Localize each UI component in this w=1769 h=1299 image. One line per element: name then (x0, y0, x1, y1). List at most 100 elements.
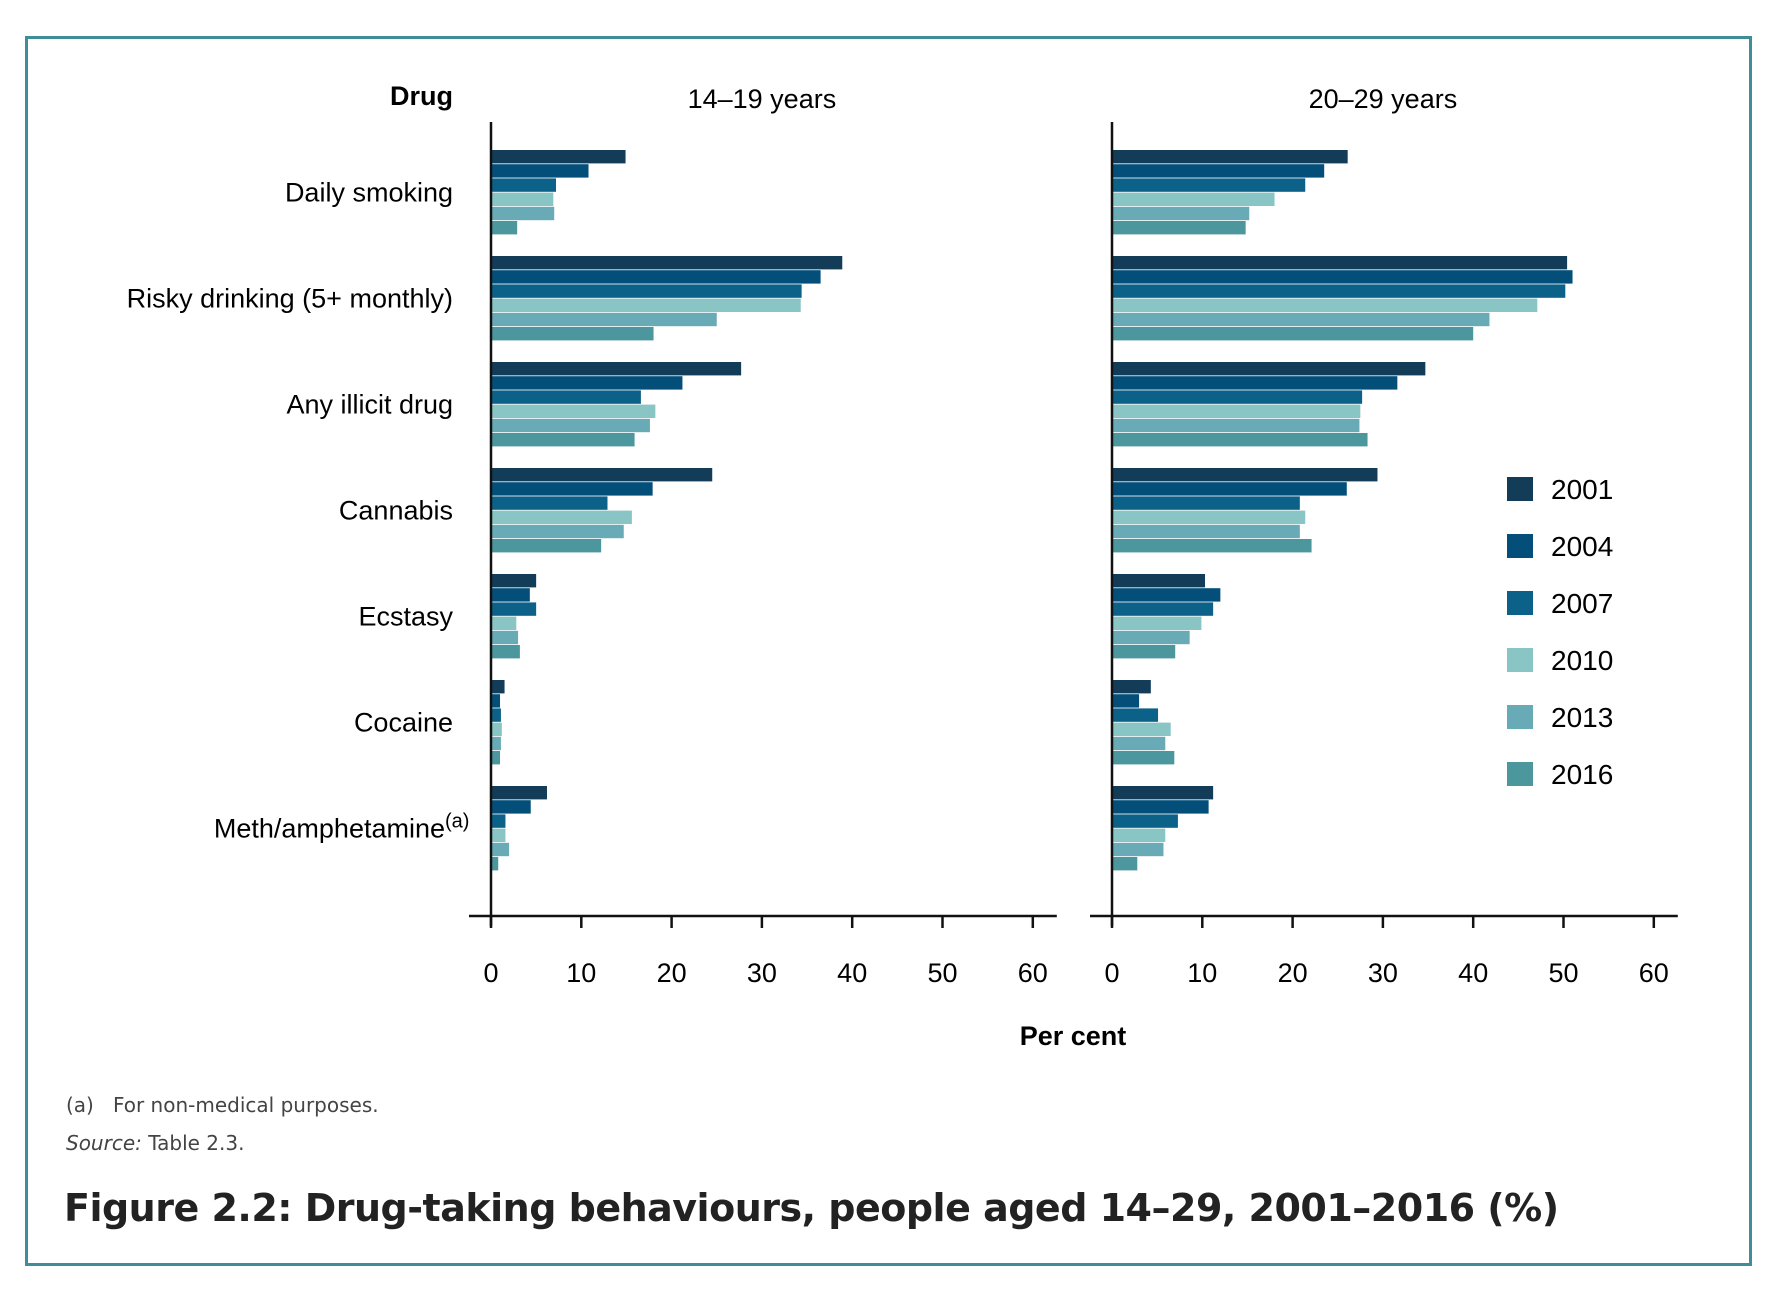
bar-2013 (491, 736, 501, 751)
legend-swatch-2013 (1507, 705, 1533, 729)
x-tick-label: 0 (483, 958, 498, 988)
legend-swatch-2004 (1507, 534, 1533, 558)
bar-2004 (1112, 694, 1140, 708)
bar-2013 (491, 842, 510, 857)
bar-2004 (491, 270, 821, 284)
legend-swatch-2010 (1507, 648, 1533, 672)
bar-2010 (1112, 828, 1166, 842)
x-tick-label: 10 (566, 958, 596, 988)
bar-2007 (491, 178, 557, 192)
x-tick-label: 50 (927, 958, 957, 988)
bar-2004 (1112, 164, 1325, 178)
bar-2013 (1112, 736, 1166, 751)
bar-2001 (491, 680, 505, 694)
bar-2001 (1112, 680, 1151, 694)
bar-2001 (1112, 574, 1206, 588)
category-label: Any illicit drug (286, 390, 453, 420)
bar-2016 (1112, 751, 1175, 765)
category-label: Ecstasy (358, 602, 453, 632)
bar-2004 (491, 482, 653, 496)
figure-frame (25, 36, 1752, 1266)
bar-2016 (491, 751, 501, 765)
bar-2010 (491, 404, 656, 418)
x-tick-label: 20 (657, 958, 687, 988)
source-note: Source: Table 2.3. (66, 1131, 244, 1155)
bar-2004 (491, 588, 530, 602)
bar-2007 (491, 602, 537, 616)
bar-2010 (1112, 298, 1538, 312)
bar-2016 (491, 221, 518, 235)
bar-2001 (491, 574, 537, 588)
x-tick-label: 20 (1278, 958, 1308, 988)
bar-2007 (491, 814, 506, 828)
bar-2007 (491, 284, 802, 298)
bar-2016 (1112, 857, 1138, 871)
category-label: Cocaine (354, 708, 453, 738)
x-tick-label: 30 (747, 958, 777, 988)
bar-2013 (491, 206, 555, 221)
bar-2007 (1112, 496, 1300, 510)
bar-2010 (491, 192, 554, 206)
legend-label: 2001 (1551, 474, 1613, 505)
footnote-marker: (a) (66, 1093, 94, 1117)
legend-swatch-2001 (1507, 477, 1533, 501)
bar-2001 (491, 362, 742, 376)
bar-2007 (1112, 178, 1306, 192)
bar-2013 (1112, 842, 1164, 857)
bar-2016 (491, 857, 499, 871)
bar-2001 (1112, 362, 1426, 376)
bar-2004 (491, 164, 589, 178)
x-tick-label: 60 (1639, 958, 1669, 988)
x-tick-label: 60 (1018, 958, 1048, 988)
legend-label: 2007 (1551, 588, 1613, 619)
bar-2010 (1112, 616, 1202, 630)
figure-title: Figure 2.2: Drug-taking behaviours, peop… (64, 1186, 1559, 1230)
bar-2004 (1112, 588, 1221, 602)
bar-2004 (491, 376, 683, 390)
bar-2010 (1112, 722, 1171, 736)
bar-2001 (491, 786, 547, 800)
legend-label: 2016 (1551, 759, 1613, 790)
footnote-text: For non-medical purposes. (112, 1093, 379, 1117)
footnote-a: (a) For non-medical purposes. (66, 1093, 379, 1117)
bar-2004 (1112, 376, 1398, 390)
bar-2016 (1112, 645, 1176, 659)
bar-2016 (491, 327, 654, 341)
bar-2007 (491, 708, 501, 722)
bar-2013 (491, 524, 624, 539)
x-tick-label: 0 (1104, 958, 1119, 988)
bar-2004 (1112, 482, 1347, 496)
bar-2004 (491, 694, 501, 708)
panel-title: 14–19 years (688, 84, 837, 114)
legend-label: 2004 (1551, 531, 1613, 562)
bar-2004 (1112, 800, 1209, 814)
category-label: Risky drinking (5+ monthly) (127, 284, 453, 314)
bar-2016 (491, 539, 602, 553)
category-label: Daily smoking (285, 178, 453, 208)
bar-2007 (491, 496, 608, 510)
bar-2010 (491, 722, 502, 736)
legend-label: 2013 (1551, 702, 1613, 733)
bar-2007 (1112, 284, 1566, 298)
bar-2016 (1112, 221, 1246, 235)
bar-2007 (1112, 390, 1363, 404)
bar-2010 (491, 510, 632, 524)
bar-2004 (491, 800, 531, 814)
legend-swatch-2007 (1507, 591, 1533, 615)
x-tick-label: 30 (1368, 958, 1398, 988)
bar-2016 (491, 645, 520, 659)
bar-2013 (1112, 630, 1190, 645)
bar-2013 (1112, 524, 1300, 539)
bar-2010 (1112, 192, 1275, 206)
category-superscript: (a) (445, 811, 469, 833)
panel-title: 20–29 years (1309, 84, 1458, 114)
bar-2001 (491, 256, 843, 270)
bar-2016 (1112, 327, 1474, 341)
bar-2013 (491, 418, 650, 433)
bar-2016 (1112, 539, 1312, 553)
bar-2004 (1112, 270, 1573, 284)
bar-2010 (1112, 510, 1306, 524)
bar-2001 (1112, 468, 1378, 482)
bar-2013 (1112, 312, 1490, 327)
